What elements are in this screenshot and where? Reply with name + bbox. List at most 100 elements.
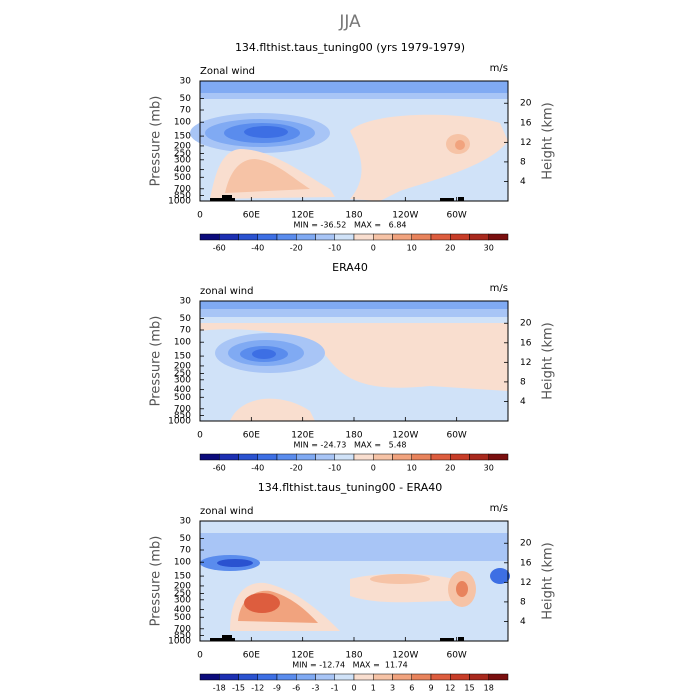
y-tick-label: 500 <box>174 393 191 403</box>
colorbar-label: 10 <box>407 464 417 473</box>
colorbar-box <box>488 233 509 241</box>
colorbar-box <box>315 673 335 681</box>
y-tick-label: 700 <box>174 404 191 414</box>
y-tick-label: 70 <box>180 545 192 555</box>
y2-tick-label: 8 <box>520 157 526 167</box>
y-tick-label: 400 <box>174 165 191 175</box>
y-tick-label: 50 <box>180 534 192 544</box>
colorbar-box <box>373 233 393 241</box>
colorbar-box <box>296 233 316 241</box>
axis-title: Pressure (mb) <box>149 536 164 627</box>
x-tick-label: 120E <box>291 431 314 441</box>
stats-label: MIN = -36.52 MAX = 6.84 <box>294 221 407 230</box>
y2-tick-label: 20 <box>520 99 532 109</box>
contour-field <box>200 521 510 641</box>
colorbar-box <box>219 233 239 241</box>
y-tick-label: 100 <box>174 118 191 128</box>
field-label: zonal wind <box>200 506 253 517</box>
y2-tick-label: 16 <box>520 558 532 568</box>
colorbar-box <box>334 673 355 681</box>
y-tick-label: 50 <box>180 314 192 324</box>
field-label: Zonal wind <box>200 66 255 77</box>
y-tick-label: 70 <box>180 325 192 335</box>
colorbar-box <box>315 233 335 241</box>
colorbar-label: -18 <box>213 684 226 693</box>
colorbar-box <box>199 233 220 241</box>
colorbar-box <box>296 673 316 681</box>
panel-title: 134.flthist.taus_tuning00 (yrs 1979-1979… <box>235 41 465 54</box>
y2-tick-label: 12 <box>520 138 531 148</box>
colorbar-box <box>430 453 451 461</box>
x-tick-label: 0 <box>197 651 203 661</box>
colorbar-label: 9 <box>428 684 433 693</box>
colorbar-label: 0 <box>371 464 376 473</box>
y-tick-label: 150 <box>174 352 191 362</box>
y-tick-label: 400 <box>174 605 191 615</box>
colorbar-box <box>488 453 509 461</box>
y2-tick-label: 20 <box>520 319 532 329</box>
colorbar-box <box>238 673 258 681</box>
y2-tick-label: 16 <box>520 118 532 128</box>
colorbar-box <box>353 673 374 681</box>
x-tick-label: 180 <box>345 431 362 441</box>
y-tick-label: 1000 <box>168 197 191 207</box>
colorbar-box <box>488 673 509 681</box>
colorbar-label: -40 <box>251 244 264 253</box>
colorbar-box <box>315 453 335 461</box>
contour-field <box>200 301 508 421</box>
y-tick-label: 700 <box>174 184 191 194</box>
y-tick-label: 300 <box>174 595 191 605</box>
figure-title: JJA <box>338 12 361 32</box>
y2-tick-label: 8 <box>520 377 526 387</box>
stats-label: MIN = -12.74 MAX = 11.74 <box>292 661 408 670</box>
colorbar-box <box>276 673 297 681</box>
units-label: m/s <box>490 63 508 74</box>
colorbar-label: -15 <box>232 684 245 693</box>
colorbar-box <box>430 673 451 681</box>
colorbar-box <box>238 233 258 241</box>
colorbar-box <box>411 453 432 461</box>
colorbar-box <box>296 453 316 461</box>
axis-title: Pressure (mb) <box>149 316 164 407</box>
colorbar-box <box>469 673 489 681</box>
x-tick-label: 60E <box>243 651 260 661</box>
colorbar-box <box>392 673 412 681</box>
y-tick-label: 1000 <box>168 417 191 427</box>
colorbar-box <box>257 673 278 681</box>
y2-tick-label: 16 <box>520 338 532 348</box>
y-tick-label: 200 <box>174 141 191 151</box>
contour-field <box>190 81 508 201</box>
y-tick-label: 500 <box>174 173 191 183</box>
x-tick-label: 60E <box>243 211 260 221</box>
x-tick-label: 0 <box>197 211 203 221</box>
colorbar-label: 20 <box>445 464 455 473</box>
y-tick-label: 1000 <box>168 637 191 647</box>
colorbar-box <box>392 453 412 461</box>
x-tick-label: 60W <box>446 211 466 221</box>
colorbar-label: -6 <box>292 684 300 693</box>
x-tick-label: 120W <box>392 211 418 221</box>
colorbar-label: -12 <box>251 684 264 693</box>
y-tick-label: 250 <box>174 589 191 599</box>
x-tick-label: 60E <box>243 431 260 441</box>
colorbar-box <box>373 673 393 681</box>
colorbar-label: 30 <box>484 464 494 473</box>
colorbar-label: 18 <box>484 684 494 693</box>
y-tick-label: 850 <box>174 411 191 421</box>
colorbar-label: -10 <box>328 244 341 253</box>
units-label: m/s <box>490 503 508 514</box>
y-tick-label: 70 <box>180 105 192 115</box>
colorbar-box <box>392 233 412 241</box>
colorbar-label: -60 <box>213 244 226 253</box>
colorbar-label: 10 <box>407 244 417 253</box>
y-tick-label: 150 <box>174 572 191 582</box>
y2-tick-label: 12 <box>520 358 531 368</box>
colorbar-box <box>257 453 278 461</box>
colorbar-box <box>469 233 489 241</box>
x-tick-label: 180 <box>345 211 362 221</box>
x-tick-label: 60W <box>446 431 466 441</box>
axis-title: Height (km) <box>541 542 556 619</box>
y-tick-label: 850 <box>174 191 191 201</box>
y-tick-label: 250 <box>174 369 191 379</box>
